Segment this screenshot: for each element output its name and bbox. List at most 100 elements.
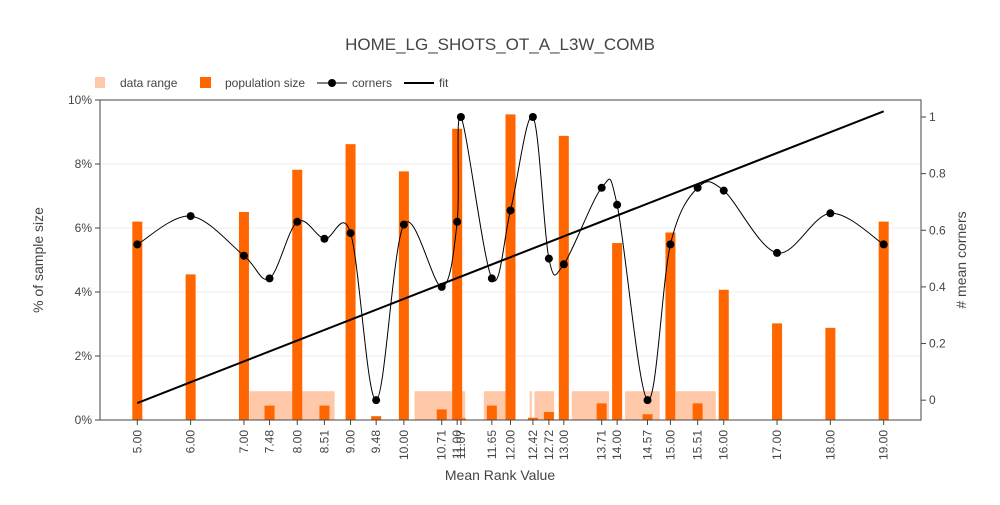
- y2-tick-label: 0.6: [929, 223, 946, 237]
- population-bar: [612, 243, 623, 420]
- x-tick-label: 11.65: [485, 430, 499, 459]
- y-axis-label: % of sample size: [30, 207, 46, 313]
- population-bar: [486, 405, 497, 420]
- corners-marker: [826, 209, 835, 218]
- x-tick-label: 14.57: [641, 430, 655, 460]
- x-tick-label: 9.48: [369, 430, 383, 454]
- population-bar: [292, 169, 303, 420]
- x-tick-label: 5.00: [130, 430, 144, 454]
- y-tick-label: 6%: [75, 221, 93, 235]
- y-tick-label: 8%: [75, 157, 93, 171]
- data-range-band: [529, 391, 532, 420]
- corners-marker: [773, 248, 782, 257]
- population-bar: [825, 327, 836, 420]
- population-bar: [527, 417, 538, 420]
- corners-marker: [453, 217, 462, 226]
- x-tick-label: 9.00: [344, 430, 358, 454]
- x-tick-label: 12.72: [542, 430, 556, 460]
- y2-tick-label: 0.2: [929, 337, 946, 351]
- legend-label-population-size: population size: [225, 76, 305, 90]
- population-bar: [718, 289, 729, 420]
- corners-marker: [437, 282, 446, 291]
- x-tick-label: 17.00: [770, 430, 784, 460]
- y2-tick-label: 0.8: [929, 167, 946, 181]
- corners-marker: [265, 274, 274, 283]
- fit-line-group: [136, 110, 885, 404]
- corners-marker: [528, 112, 537, 121]
- corners-marker: [456, 112, 465, 121]
- x-tick-label: 15.00: [663, 430, 677, 460]
- corners-marker: [487, 274, 496, 283]
- x-tick-label: 10.71: [435, 430, 449, 460]
- corners-marker: [133, 240, 142, 249]
- y2-axis-label: # mean corners: [953, 211, 969, 308]
- x-tick-label: 12.00: [504, 430, 518, 460]
- x-axis: 5.00 6.00 7.00 7.48 8.00 8.51 9.00 9.48 10.00 10.…: [130, 420, 891, 460]
- x-tick-label: 10.00: [397, 430, 411, 460]
- x-tick-label: 6.00: [184, 430, 198, 454]
- population-bar: [558, 135, 569, 420]
- corners-marker: [186, 212, 195, 221]
- y2-tick-label: 0: [929, 393, 936, 407]
- x-tick-label: 15.51: [691, 430, 705, 460]
- population-bar: [371, 416, 382, 420]
- population-bar: [132, 221, 143, 420]
- x-tick-label: 8.00: [290, 430, 304, 454]
- x-tick-label: 8.51: [317, 430, 331, 454]
- legend-label-corners: corners: [352, 76, 392, 90]
- corners-marker: [879, 240, 888, 249]
- corners-marker: [399, 220, 408, 229]
- y2-tick-label: 1: [929, 110, 936, 124]
- x-axis-label: Mean Rank Value: [445, 467, 555, 483]
- legend: data range population size corners fit: [95, 76, 449, 90]
- population-bar: [455, 418, 466, 420]
- population-bar: [345, 144, 356, 420]
- population-bar: [642, 414, 653, 420]
- legend-swatch-population-size: [200, 77, 211, 88]
- corners-line-group: [133, 112, 888, 405]
- corners-marker: [239, 251, 248, 260]
- y-tick-label: 2%: [75, 349, 93, 363]
- data-range-band: [625, 391, 660, 420]
- corners-marker: [693, 183, 702, 192]
- corners-marker: [506, 206, 515, 215]
- population-bar: [238, 212, 249, 420]
- legend-swatch-corners-marker: [328, 79, 336, 87]
- population-bar: [398, 171, 409, 420]
- legend-label-fit: fit: [439, 76, 449, 90]
- y-tick-label: 0%: [75, 413, 93, 427]
- x-tick-label: 12.42: [526, 430, 540, 460]
- x-tick-label: 11.00: [450, 430, 464, 459]
- x-tick-label: 14.00: [610, 430, 624, 460]
- corners-marker: [719, 186, 728, 195]
- population-bar: [505, 114, 516, 421]
- x-tick-label: 18.00: [823, 430, 837, 460]
- population-bar: [264, 405, 275, 420]
- y-axis-right: 0 0.2 0.4 0.6 0.8 1: [921, 110, 946, 407]
- corners-marker: [559, 260, 568, 269]
- corners-marker: [346, 229, 355, 238]
- x-tick-label: 7.48: [263, 430, 277, 454]
- population-bar: [436, 409, 447, 420]
- population-bar: [596, 403, 607, 420]
- population-bar: [878, 221, 889, 420]
- y-tick-label: 10%: [68, 93, 92, 107]
- chart-title: HOME_LG_SHOTS_OT_A_L3W_COMB: [345, 35, 655, 54]
- population-bar: [452, 128, 463, 421]
- x-tick-label: 16.00: [717, 430, 731, 460]
- population-bars: [132, 114, 889, 421]
- y-axis-left: 0% 2% 4% 6% 8% 10%: [68, 93, 100, 427]
- y2-tick-label: 0.4: [929, 280, 946, 294]
- corners-marker: [643, 396, 652, 405]
- x-tick-label: 13.00: [557, 430, 571, 460]
- y-tick-label: 4%: [75, 285, 93, 299]
- population-bar: [543, 412, 554, 420]
- x-tick-label: 11.07: [454, 430, 468, 459]
- population-bar: [665, 232, 676, 420]
- fit-line: [136, 110, 885, 404]
- population-bar: [185, 274, 196, 420]
- population-bar: [319, 405, 330, 420]
- x-tick-label: 19.00: [877, 430, 891, 460]
- legend-label-data-range: data range: [120, 76, 178, 90]
